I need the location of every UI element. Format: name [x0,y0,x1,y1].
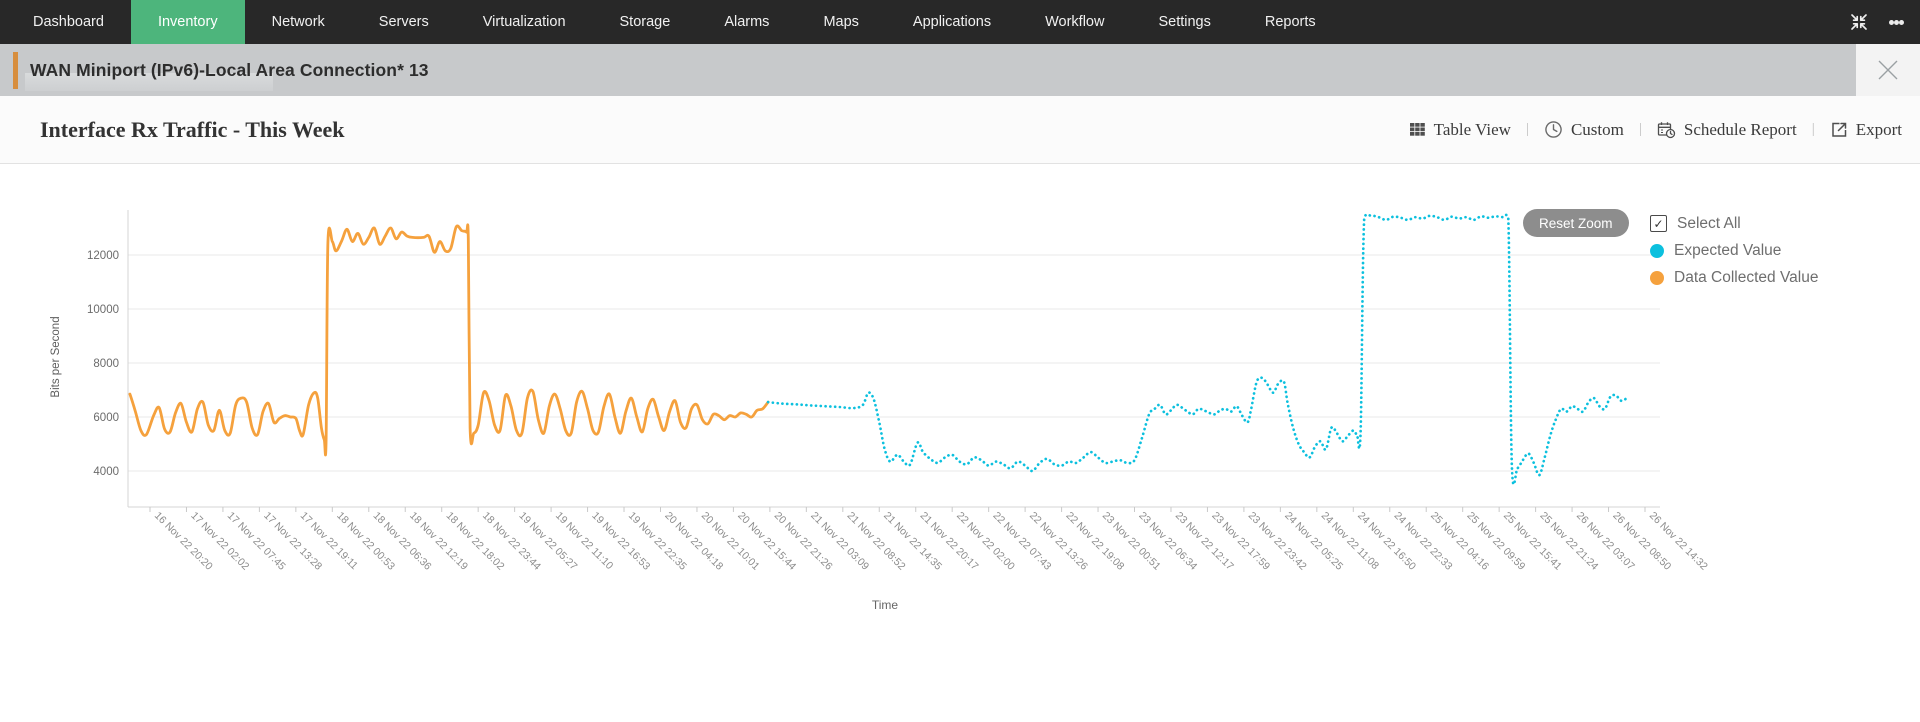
selection-highlight [25,73,273,91]
nav-item-storage[interactable]: Storage [619,14,671,30]
legend-label-expected-value: Expected Value [1674,241,1782,259]
legend-label-data-collected-value: Data Collected Value [1674,268,1819,286]
legend-dot-data-collected-value [1650,270,1664,285]
toolbar-separator: | [1638,121,1642,137]
close-icon [1878,60,1898,80]
y-tick-label: 4000 [93,466,119,478]
toolbar-separator: | [1525,121,1529,137]
clock-icon [1544,120,1563,139]
y-tick-label: 12000 [87,250,119,262]
page-title: Interface Rx Traffic - This Week [40,116,345,142]
export-label: Export [1855,119,1902,139]
nav-item-settings[interactable]: Settings [1158,14,1211,30]
series-path-data-collected-value [128,223,770,457]
navbar-right-icons [1849,0,1904,44]
nav-item-maps[interactable]: Maps [823,14,859,30]
custom-label: Custom [1570,119,1624,139]
nav-item-reports[interactable]: Reports [1264,14,1316,30]
legend-select-all-label: Select All [1677,214,1741,232]
legend-select-all[interactable]: ✓ Select All [1650,210,1818,237]
kebab-menu-icon[interactable] [1889,17,1904,27]
table-view-label: Table View [1433,119,1511,139]
close-button[interactable] [1856,44,1920,96]
schedule-report-button[interactable]: Schedule Report [1657,120,1797,140]
nav-item-workflow[interactable]: Workflow [1045,14,1105,30]
table-icon [1409,122,1426,137]
nav-item-network[interactable]: Network [271,14,325,30]
toolbar-separator: | [1811,121,1815,137]
accent-bar [13,52,18,89]
y-axis-title: Bits per Second [50,316,62,397]
nav-item-alarms[interactable]: Alarms [724,14,770,30]
legend-item-expected-value[interactable]: Expected Value [1650,237,1818,264]
custom-button[interactable]: Custom [1544,120,1624,140]
legend-item-data-collected-value[interactable]: Data Collected Value [1650,264,1818,291]
nav-item-virtualization[interactable]: Virtualization [482,14,566,30]
x-axis-title: Time [872,598,899,612]
series-path-expected-value [766,213,1629,486]
select-all-checkbox[interactable]: ✓ [1650,215,1667,232]
interface-title: WAN Miniport (IPv6)-Local Area Connectio… [30,59,429,80]
export-button[interactable]: Export [1830,120,1902,140]
table-view-button[interactable]: Table View [1409,120,1511,140]
nav-items: Dashboard Inventory Network Servers Virtuali… [6,0,1343,44]
calendar-clock-icon [1657,121,1676,139]
report-title-row: Interface Rx Traffic - This Week Table V… [0,96,1920,164]
chart-legend: ✓ Select All Expected Value Data Collecte… [1650,210,1818,291]
collapse-icon[interactable] [1849,12,1869,32]
nav-item-applications[interactable]: Applications [912,14,992,30]
schedule-report-label: Schedule Report [1683,119,1797,139]
nav-item-dashboard[interactable]: Dashboard [33,14,104,30]
y-tick-label: 6000 [93,412,119,424]
reset-zoom-button[interactable]: Reset Zoom [1523,209,1629,237]
top-navbar: Dashboard Inventory Network Servers Virtuali… [0,0,1920,44]
chart-area: 4000 6000 8000 10000 12000 16 Nov 22 20:20 17 … [0,164,1920,722]
nav-item-servers[interactable]: Servers [378,14,429,30]
interface-header-bar: WAN Miniport (IPv6)-Local Area Connectio… [0,44,1920,96]
toolbar-actions: Table View | Custom | Schedule Report | Export [1409,120,1902,140]
check-icon: ✓ [1653,216,1664,231]
export-icon [1830,121,1848,139]
y-tick-label: 8000 [93,358,119,370]
y-tick-label: 10000 [87,304,119,316]
nav-item-inventory[interactable]: Inventory [130,0,245,44]
legend-dot-expected-value [1650,243,1664,258]
